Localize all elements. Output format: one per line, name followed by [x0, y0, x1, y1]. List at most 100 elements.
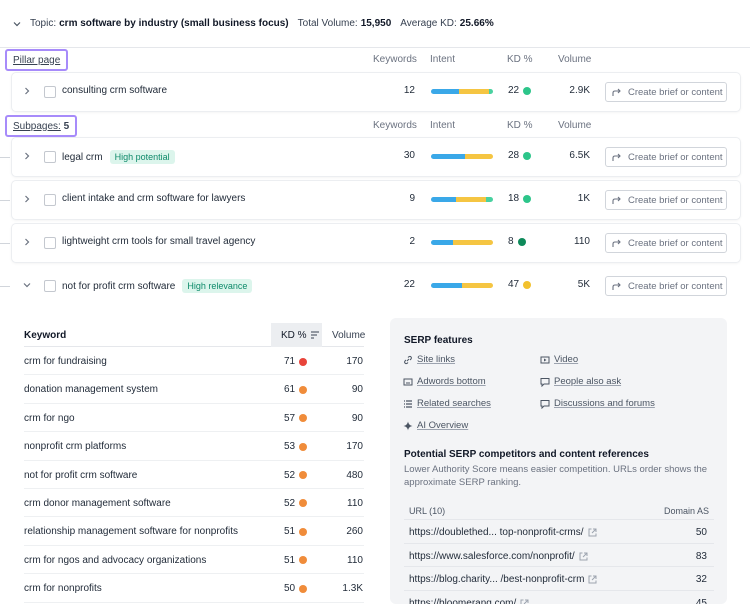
share-arrow-icon [612, 196, 621, 204]
kd-indicator [299, 471, 308, 480]
table-row[interactable]: donation management system 61 90 [24, 375, 364, 404]
url-row[interactable]: https://www.salesforce.com/nonprofit/83 [404, 544, 714, 567]
row-checkbox[interactable] [44, 86, 56, 98]
volume-cell: 90 [351, 412, 363, 424]
url-link[interactable]: https://blog.charity... /best-nonprofit-… [409, 574, 597, 585]
header-kd-sorted[interactable]: KD % [271, 323, 322, 347]
row-keywords-count: 22 [403, 279, 415, 290]
kd-indicator [299, 584, 308, 593]
pillar-row[interactable]: consulting crm software 12 22 2.9K Creat… [12, 73, 740, 111]
volume-cell: 1.3K [342, 583, 363, 595]
feature-video[interactable]: Video [540, 354, 578, 365]
create-brief-button[interactable]: Create brief or content [605, 276, 727, 296]
kd-indicator [517, 237, 526, 246]
subpage-row[interactable]: client intake and crm software for lawye… [12, 181, 740, 219]
share-arrow-icon [612, 239, 621, 247]
kd-cell: 52 [284, 498, 308, 509]
create-brief-button[interactable]: Create brief or content [605, 82, 727, 102]
url-row[interactable]: https://blog.charity... /best-nonprofit-… [404, 567, 714, 591]
external-link-icon[interactable] [579, 552, 588, 561]
feature-related-searches[interactable]: Related searches [403, 398, 491, 409]
row-kd: 28 [508, 150, 532, 161]
row-keywords-count: 12 [403, 85, 415, 96]
kd-indicator [523, 194, 532, 203]
feature-discussions-forums[interactable]: Discussions and forums [540, 398, 655, 409]
subpages-label[interactable]: Subpages: 5 [5, 115, 78, 137]
col-keywords: Keywords [373, 120, 417, 131]
table-row[interactable]: not for profit crm software 52 480 [24, 461, 364, 489]
row-volume: 2.9K [569, 85, 590, 96]
feature-people-also-ask[interactable]: People also ask [540, 376, 621, 387]
table-row[interactable]: crm for ngo 57 90 [24, 404, 364, 433]
chevron-right-icon[interactable] [22, 194, 32, 204]
row-checkbox[interactable] [44, 280, 56, 292]
col-kd: KD % [507, 120, 533, 131]
table-row[interactable]: crm for nonprofits 50 1.3K [24, 574, 364, 603]
row-keywords-count: 9 [409, 193, 415, 204]
create-brief-button[interactable]: Create brief or content [605, 233, 727, 253]
external-link-icon[interactable] [588, 528, 597, 537]
row-volume: 5K [577, 279, 590, 290]
external-link-icon[interactable] [520, 599, 529, 604]
col-keywords: Keywords [373, 54, 417, 65]
kd-cell: 71 [284, 356, 308, 367]
chat-icon [540, 377, 550, 387]
sparkle-icon [403, 421, 413, 430]
url-link[interactable]: https://bloomerang.com/ [409, 598, 529, 604]
feature-adwords-bottom[interactable]: Adwords bottom [403, 376, 486, 387]
volume-cell: 110 [347, 554, 363, 566]
feature-ai-overview[interactable]: AI Overview [403, 420, 468, 431]
subpage-row[interactable]: lightweight crm tools for small travel a… [12, 224, 740, 262]
row-volume: 110 [574, 236, 590, 247]
row-checkbox[interactable] [44, 237, 56, 249]
intent-segment [488, 89, 493, 94]
table-row[interactable]: relationship management software for non… [24, 517, 364, 546]
row-checkbox[interactable] [44, 151, 56, 163]
table-row[interactable]: crm for fundraising 71 170 [24, 347, 364, 376]
row-keyword: client intake and crm software for lawye… [62, 193, 246, 204]
chevron-down-icon[interactable] [12, 19, 22, 29]
average-kd-value: 25.66% [459, 18, 494, 29]
volume-cell: 170 [346, 441, 363, 453]
external-link-icon[interactable] [588, 575, 597, 584]
domain-as-header: Domain AS [663, 506, 709, 516]
url-link[interactable]: https://www.salesforce.com/nonprofit/ [409, 551, 588, 562]
kd-cell: 51 [284, 555, 308, 566]
table-row[interactable]: crm donor management software 52 110 [24, 489, 364, 518]
intent-bar [431, 283, 493, 288]
share-arrow-icon [612, 88, 621, 96]
col-kd: KD % [507, 54, 533, 65]
video-icon [540, 356, 550, 363]
subpage-row[interactable]: not for profit crm software High relevanc… [12, 267, 740, 305]
row-keyword: consulting crm software [62, 85, 168, 96]
url-link[interactable]: https://doublethed... top-nonprofit-crms… [409, 527, 597, 538]
domain-as-value: 50 [695, 527, 707, 538]
header-keyword[interactable]: Keyword [24, 330, 67, 341]
header-volume[interactable]: Volume [332, 330, 366, 341]
pillar-label[interactable]: Pillar page [5, 49, 69, 71]
table-row[interactable]: nonprofit crm platforms 53 170 [24, 432, 364, 461]
create-brief-button[interactable]: Create brief or content [605, 147, 727, 167]
intent-segment [458, 89, 489, 94]
chevron-right-icon[interactable] [22, 151, 32, 161]
feature-site-links[interactable]: Site links [403, 354, 455, 365]
keyword-cell: not for profit crm software [24, 469, 138, 481]
table-row[interactable]: crm for ngos and advocacy organizations 5… [24, 546, 364, 575]
kd-indicator [523, 280, 532, 289]
volume-cell: 260 [346, 526, 363, 538]
row-kd: 47 [508, 279, 532, 290]
kd-cell: 57 [284, 413, 308, 424]
chevron-right-icon[interactable] [22, 237, 32, 247]
url-row[interactable]: https://doublethed... top-nonprofit-crms… [404, 520, 714, 544]
kd-indicator [299, 556, 308, 565]
subpage-row[interactable]: legal crm High potential 30 28 6.5K Create br… [12, 138, 740, 176]
kd-indicator [299, 385, 308, 394]
url-row[interactable]: https://bloomerang.com/45 [404, 591, 714, 604]
kd-indicator [299, 499, 308, 508]
row-keyword: legal crm High potential [62, 150, 175, 164]
create-brief-button[interactable]: Create brief or content [605, 190, 727, 210]
row-checkbox[interactable] [44, 194, 56, 206]
chevron-down-icon[interactable] [22, 280, 32, 290]
competitors-title: Potential SERP competitors and content r… [404, 449, 649, 460]
chevron-right-icon[interactable] [22, 86, 32, 96]
